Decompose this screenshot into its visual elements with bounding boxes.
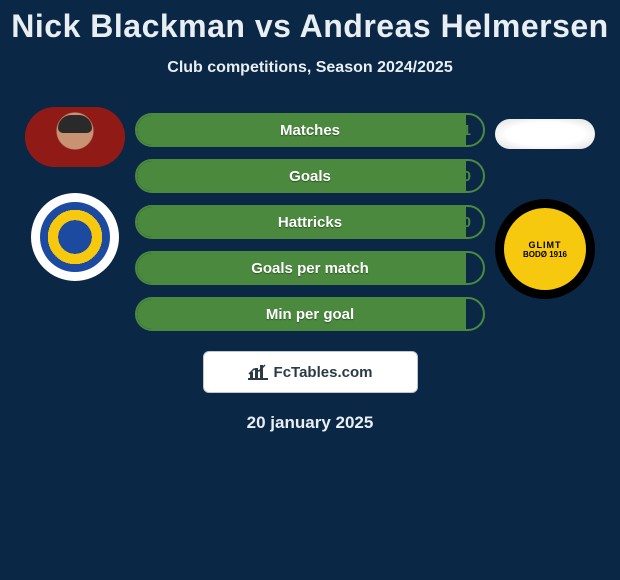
- left-club-badge: [31, 193, 119, 281]
- page-subtitle: Club competitions, Season 2024/2025: [0, 59, 620, 77]
- date-stamp: 20 january 2025: [0, 413, 620, 433]
- stat-right-value: 1: [463, 115, 471, 145]
- attribution-badge: FcTables.com: [203, 351, 418, 393]
- right-column: GLIMT BODØ 1916: [485, 107, 605, 299]
- right-player-photo: [495, 119, 595, 149]
- glimt-badge-icon: GLIMT BODØ 1916: [504, 208, 586, 290]
- comparison-row: Matches 1 Goals 0 Hattricks 0 Goals per …: [0, 107, 620, 331]
- club-badge-text1: GLIMT: [529, 240, 562, 250]
- stat-label: Matches: [137, 115, 483, 145]
- chart-icon: [248, 364, 268, 380]
- left-column: [15, 107, 135, 281]
- maccabi-badge-icon: [40, 202, 110, 272]
- stat-right-value: 0: [463, 207, 471, 237]
- root: Nick Blackman vs Andreas Helmersen Club …: [0, 0, 620, 433]
- stat-label: Hattricks: [137, 207, 483, 237]
- stat-label: Min per goal: [137, 299, 483, 329]
- left-player-photo: [25, 107, 125, 167]
- stat-label: Goals per match: [137, 253, 483, 283]
- stat-row-matches: Matches 1: [135, 113, 485, 147]
- stat-right-value: 0: [463, 161, 471, 191]
- stats-column: Matches 1 Goals 0 Hattricks 0 Goals per …: [135, 107, 485, 331]
- attribution-text: FcTables.com: [274, 364, 373, 381]
- right-club-badge: GLIMT BODØ 1916: [495, 199, 595, 299]
- player-head-icon: [25, 107, 125, 167]
- stat-label: Goals: [137, 161, 483, 191]
- page-title: Nick Blackman vs Andreas Helmersen: [0, 8, 620, 45]
- stat-row-mpg: Min per goal: [135, 297, 485, 331]
- stat-row-goals: Goals 0: [135, 159, 485, 193]
- club-badge-text2: BODØ 1916: [523, 250, 567, 259]
- stat-row-hattricks: Hattricks 0: [135, 205, 485, 239]
- stat-row-gpm: Goals per match: [135, 251, 485, 285]
